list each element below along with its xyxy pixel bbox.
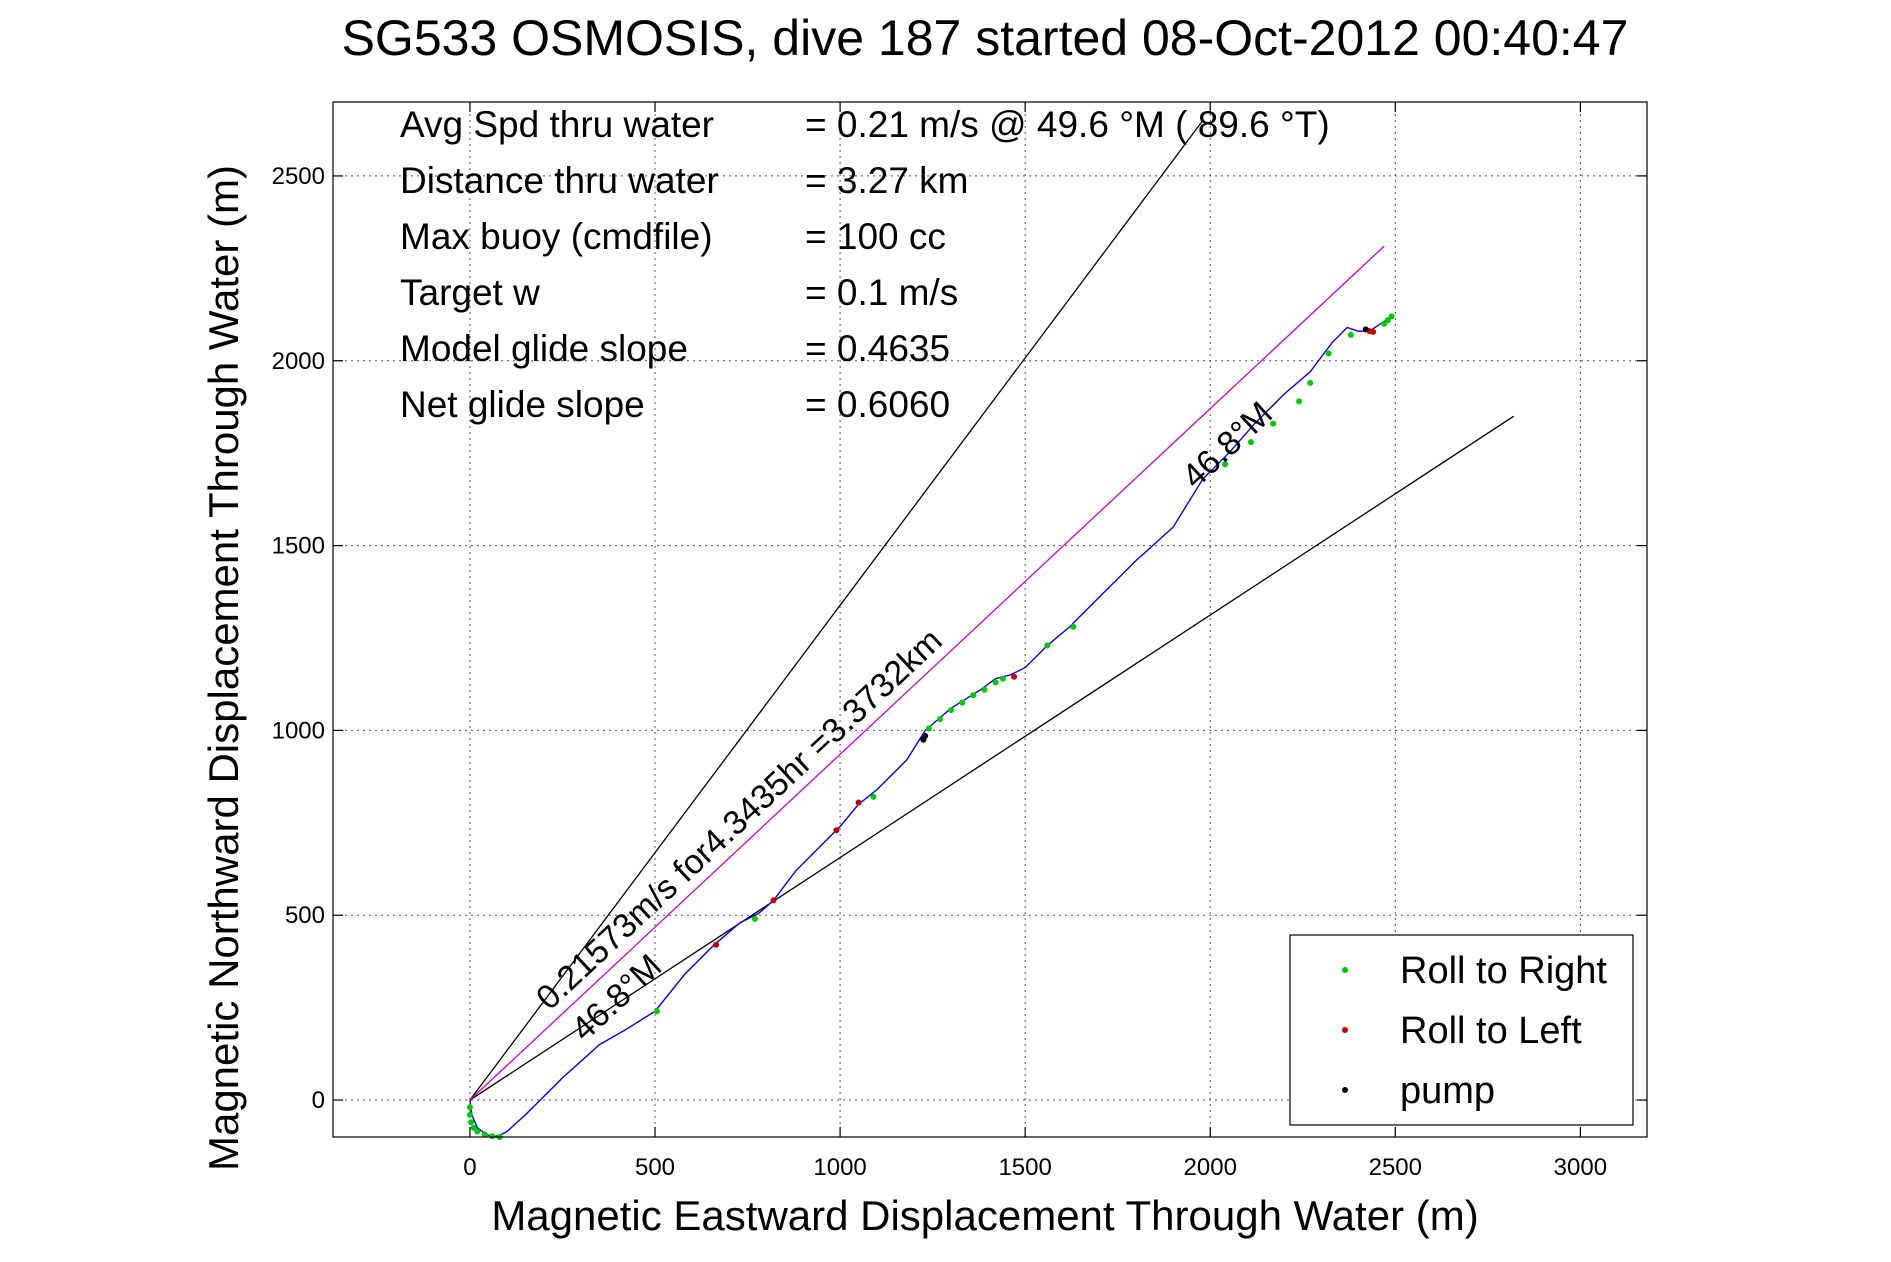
roll-right-point [489,1133,496,1140]
legend-marker [1342,967,1348,973]
annotation-text: 46.8°M [1175,394,1280,496]
roll-left-point [855,799,862,806]
roll-right-point [1307,379,1314,386]
x-tick-label: 3000 [1554,1154,1607,1181]
roll-left-point [833,827,840,834]
x-axis-label: Magnetic Eastward Displacement Through W… [491,1192,1478,1239]
track-layer [469,315,1392,1138]
y-tick-label: 1500 [272,533,325,560]
stat-value: = 0.4635 [805,328,950,369]
axis-ticks: 0 500 1000 1500 2000 2500 3000 0 500 1000 1500 2000… [272,102,1647,1181]
stat-value: = 0.21 m/s @ 49.6 °M ( 89.6 °T) [805,104,1330,145]
legend-label: Roll to Right [1400,950,1607,992]
chart-title: SG533 OSMOSIS, dive 187 started 08-Oct-2… [342,10,1629,66]
stat-value: = 3.27 km [805,160,969,201]
track-line [469,315,1392,1138]
roll-right-point [1247,439,1254,446]
roll-right-point [468,1119,475,1126]
y-tick-label: 1000 [272,717,325,744]
grid-lines [333,102,1647,1137]
roll-right-point [1296,398,1303,405]
stat-label: Target w [400,272,540,313]
pump-point [1362,326,1369,333]
annotation-text: 0.21573m/s for4.3435hr =3.3732km [529,621,950,1017]
stats-block: Avg Spd thru water = 0.21 m/s @ 49.6 °M (… [400,104,1330,425]
roll-right-point [948,707,955,714]
legend: Roll to Right Roll to Left pump [1289,934,1634,1126]
stat-label: Net glide slope [400,384,645,425]
roll-right-point [1070,623,1077,630]
reference-line [469,120,1204,1101]
legend-label: pump [1400,1070,1495,1112]
roll-right-point [1388,313,1395,320]
roll-right-point [992,679,999,686]
roll-left-point [1011,673,1018,680]
pump-point [922,732,929,739]
legend-marker [1342,1087,1348,1093]
roll-left-point [1370,328,1377,335]
roll-right-point [466,1111,473,1118]
stat-value: = 0.6060 [805,384,950,425]
legend-label: Roll to Left [1400,1010,1582,1052]
roll-right-point [925,725,932,732]
roll-right-point [1347,331,1354,338]
roll-right-point [1044,642,1051,649]
roll-right-point [466,1104,473,1111]
roll-left-point [713,941,720,948]
stat-label: Avg Spd thru water [400,104,714,145]
y-tick-label: 0 [312,1087,325,1114]
roll-right-point [481,1131,488,1138]
roll-right-point [1270,420,1277,427]
y-tick-label: 2000 [272,348,325,375]
reference-line [469,415,1515,1101]
legend-marker [1342,1027,1348,1033]
x-tick-label: 1500 [998,1154,1051,1181]
y-tick-label: 2500 [272,163,325,190]
marker-layer [466,313,1395,1140]
stat-label: Distance thru water [400,160,719,201]
roll-right-point [1384,317,1391,324]
stat-value: = 0.1 m/s [805,272,958,313]
roll-right-point [870,793,877,800]
stat-value: = 100 cc [805,216,946,257]
roll-right-point [653,1008,660,1015]
stat-label: Model glide slope [400,328,688,369]
y-axis-label: Magnetic Northward Displacement Through … [200,165,247,1171]
roll-right-point [970,692,977,699]
annotations: 0.21573m/s for4.3435hr =3.3732km46.8°M46… [529,394,1280,1048]
roll-right-point [1325,350,1332,357]
plot-area-border [332,101,1648,1138]
y-tick-label: 500 [285,902,325,929]
roll-right-point [1381,320,1388,327]
roll-right-point [959,699,966,706]
legend-items: Roll to Right Roll to Left pump [1342,950,1607,1112]
roll-right-point [999,675,1006,682]
x-tick-label: 500 [635,1154,675,1181]
roll-left-point [770,897,777,904]
reference-lines [469,120,1515,1101]
roll-right-point [1222,461,1229,468]
x-tick-label: 2500 [1369,1154,1422,1181]
roll-right-point [751,915,758,922]
roll-right-point [937,716,944,723]
roll-right-point [981,686,988,693]
reference-line [469,245,1385,1101]
x-tick-label: 1000 [813,1154,866,1181]
roll-right-point [470,1124,477,1131]
stat-label: Max buoy (cmdfile) [400,216,713,257]
x-tick-label: 2000 [1184,1154,1237,1181]
roll-right-point [474,1128,481,1135]
x-tick-label: 0 [463,1154,476,1181]
